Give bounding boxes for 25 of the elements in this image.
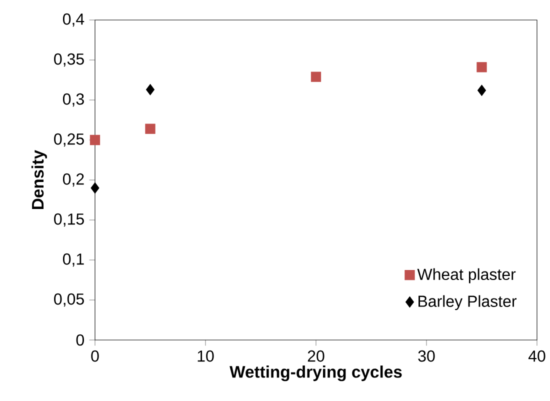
y-tick-label: 0,2	[62, 173, 84, 187]
point	[146, 84, 155, 96]
point	[476, 62, 487, 72]
y-tick-label: 0,15	[54, 213, 84, 227]
y-tick-label: 0,1	[62, 253, 84, 267]
point	[90, 182, 100, 194]
x-tick-label: 20	[308, 350, 324, 362]
y-tick-label: 0,3	[62, 93, 84, 107]
y-axis-title: Density	[31, 150, 47, 209]
y-tick-label: 0,35	[54, 53, 84, 67]
legend-label: Wheat plaster	[417, 268, 516, 284]
y-tick-label: 0,05	[54, 293, 84, 307]
y-tick-label: 0,25	[54, 133, 84, 147]
y-tick-label: 0	[76, 334, 84, 346]
legend-label: Barley Plaster	[418, 295, 517, 310]
point	[477, 84, 486, 96]
x-tick-label: 10	[198, 350, 214, 362]
point	[310, 72, 322, 82]
x-tick-label: 40	[528, 350, 546, 362]
point	[145, 124, 156, 134]
x-tick-label: 30	[418, 350, 435, 362]
point	[90, 134, 100, 146]
y-tick-label: 0,4	[62, 13, 84, 27]
x-axis-title: Wetting-drying cycles	[230, 366, 402, 382]
x-tick-label: 0	[91, 350, 99, 362]
